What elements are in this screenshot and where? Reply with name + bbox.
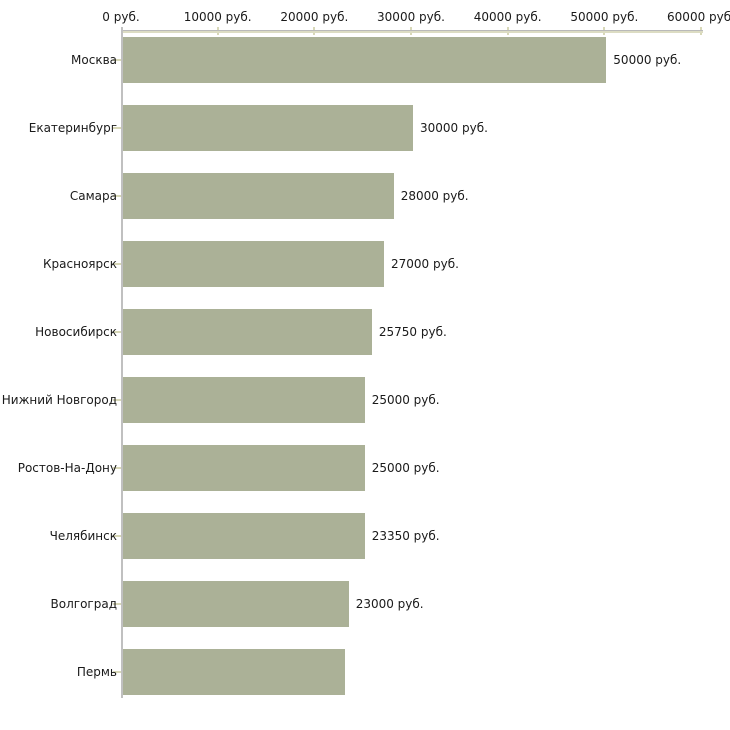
- value-label: 25750 руб.: [378, 325, 447, 339]
- category-tick-mark: [113, 399, 121, 401]
- value-label: 23000 руб.: [355, 597, 424, 611]
- category-tick-mark: [113, 467, 121, 469]
- value-label: 50000 руб.: [613, 53, 682, 67]
- x-axis-tick-label: 20000 руб.: [280, 10, 349, 24]
- y-axis-line: [121, 27, 123, 698]
- x-axis-tick-label: 0 руб.: [102, 10, 140, 24]
- bar: [123, 105, 413, 151]
- value-label: 27000 руб.: [391, 257, 459, 271]
- bar: [123, 37, 607, 83]
- category-tick-mark: [113, 59, 121, 61]
- category-tick-mark: [113, 603, 121, 605]
- x-axis-tick-label: 30000 руб.: [377, 10, 445, 24]
- bar: [123, 445, 365, 491]
- category-label: Пермь: [76, 665, 117, 679]
- category-label: Волгоград: [50, 597, 117, 611]
- x-axis-tick-label: 40000 руб.: [473, 10, 542, 24]
- x-axis-line: [121, 30, 703, 33]
- category-label: Нижний Новгород: [1, 393, 117, 407]
- bar: [123, 581, 349, 627]
- category-label: Ростов-На-Дону: [17, 461, 117, 475]
- bar: [123, 649, 346, 695]
- value-label: 25000 руб.: [371, 461, 440, 475]
- bar: [123, 309, 372, 355]
- category-tick-mark: [113, 535, 121, 537]
- category-label: Самара: [69, 189, 117, 203]
- x-axis-tick-label: 10000 руб.: [183, 10, 252, 24]
- value-label: 30000 руб.: [420, 121, 488, 135]
- category-tick-mark: [113, 331, 121, 333]
- category-label: Екатеринбург: [28, 121, 117, 135]
- value-label: 28000 руб.: [400, 189, 469, 203]
- bar: [123, 173, 394, 219]
- category-label: Москва: [71, 53, 117, 67]
- category-tick-mark: [113, 263, 121, 265]
- category-tick-mark: [113, 671, 121, 673]
- bar: [123, 377, 365, 423]
- x-axis-tick-label: 50000 руб.: [570, 10, 639, 24]
- bar: [123, 241, 384, 287]
- category-label: Красноярск: [43, 257, 117, 271]
- category-label: Новосибирск: [35, 325, 117, 339]
- category-label: Челябинск: [49, 529, 117, 543]
- category-tick-mark: [113, 127, 121, 129]
- category-tick-mark: [113, 195, 121, 197]
- bar: [123, 513, 365, 559]
- x-axis-tick-label: 60000 руб.: [667, 10, 730, 24]
- value-label: 23350 руб.: [371, 529, 440, 543]
- value-label: 25000 руб.: [371, 393, 440, 407]
